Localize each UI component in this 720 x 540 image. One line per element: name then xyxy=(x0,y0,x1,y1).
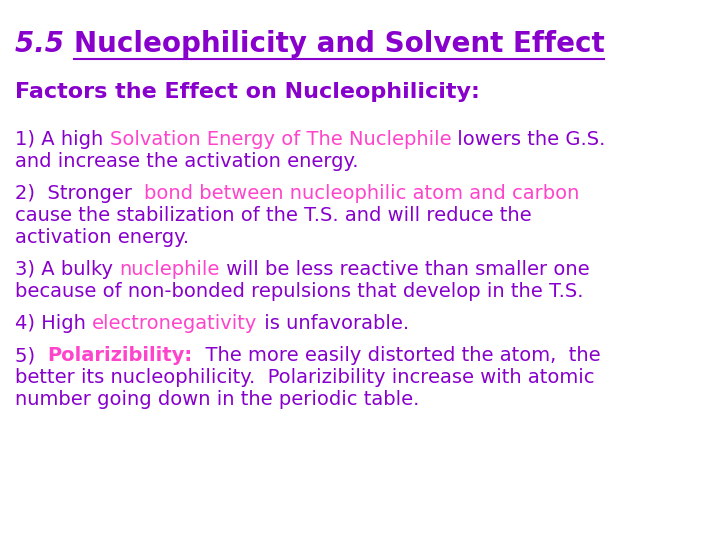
Text: and increase the activation energy.: and increase the activation energy. xyxy=(15,152,359,171)
Text: 4) High: 4) High xyxy=(15,314,92,333)
Text: 3) A bulky: 3) A bulky xyxy=(15,260,120,279)
Text: is unfavorable.: is unfavorable. xyxy=(258,314,409,333)
Text: 1) A high: 1) A high xyxy=(15,130,109,149)
Text: better its nucleophilicity.  Polarizibility increase with atomic: better its nucleophilicity. Polarizibili… xyxy=(15,368,595,387)
Text: Solvation Energy of The Nuclephile: Solvation Energy of The Nuclephile xyxy=(109,130,451,149)
Text: electronegativity: electronegativity xyxy=(92,314,258,333)
Text: nuclephile: nuclephile xyxy=(120,260,220,279)
Text: 5): 5) xyxy=(15,346,48,365)
Text: 2)  Stronger: 2) Stronger xyxy=(15,184,145,203)
Text: Nucleophilicity and Solvent Effect: Nucleophilicity and Solvent Effect xyxy=(73,30,604,58)
Text: because of non-bonded repulsions that develop in the T.S.: because of non-bonded repulsions that de… xyxy=(15,282,583,301)
Text: Polarizibility:: Polarizibility: xyxy=(48,346,193,365)
Text: Factors the Effect on Nucleophilicity:: Factors the Effect on Nucleophilicity: xyxy=(15,82,480,102)
Text: 5.5: 5.5 xyxy=(15,30,73,58)
Text: The more easily distorted the atom,  the: The more easily distorted the atom, the xyxy=(193,346,600,365)
Text: cause the stabilization of the T.S. and will reduce the: cause the stabilization of the T.S. and … xyxy=(15,206,531,225)
Text: lowers the G.S.: lowers the G.S. xyxy=(451,130,606,149)
Text: bond between nucleophilic atom and carbon: bond between nucleophilic atom and carbo… xyxy=(145,184,580,203)
Text: activation energy.: activation energy. xyxy=(15,228,189,247)
Text: will be less reactive than smaller one: will be less reactive than smaller one xyxy=(220,260,589,279)
Text: number going down in the periodic table.: number going down in the periodic table. xyxy=(15,390,419,409)
